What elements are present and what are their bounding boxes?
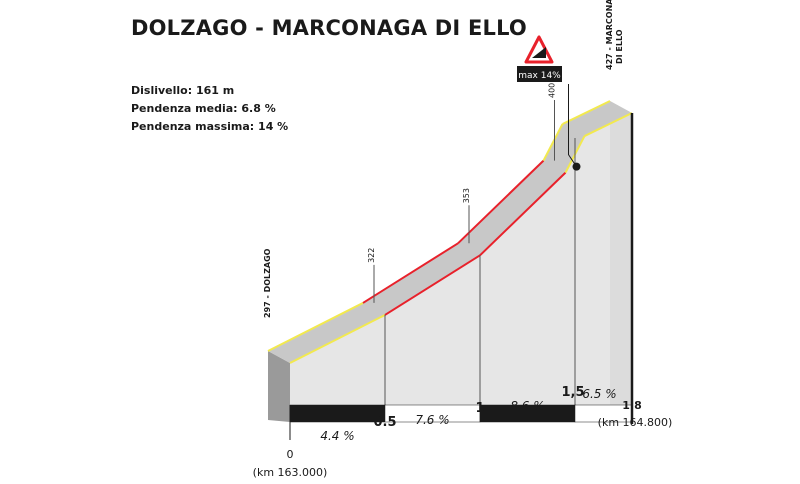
profile-front-edge-segment xyxy=(479,171,567,257)
altitude-label: 400 xyxy=(548,83,557,98)
profile-front-edge-segment xyxy=(384,254,481,316)
profile-back-edge-segment xyxy=(542,123,564,162)
max-gradient-badge xyxy=(517,66,562,82)
profile-back-face xyxy=(610,101,632,405)
profile-left-face xyxy=(268,351,290,422)
max-gradient-label: max 14% xyxy=(518,71,561,81)
sign-slope xyxy=(532,47,546,58)
base-segment-bar xyxy=(289,404,386,423)
altitude-label: 353 xyxy=(462,188,471,203)
profile-top-surface xyxy=(268,101,632,363)
distance-tick-label: 1,5 xyxy=(561,385,584,400)
segment-gradient-label: 6.5 % xyxy=(582,387,616,401)
stat-dislivello: Dislivello: 161 m xyxy=(131,84,235,97)
profile-back-edge-segment xyxy=(562,100,611,125)
max-gradient-leader-line xyxy=(568,84,577,167)
altitude-label: 322 xyxy=(367,248,376,263)
profile-front-edge-segment xyxy=(584,112,633,137)
distance-tick-label: 0.5 xyxy=(373,415,396,430)
altitude-label-line2: DI ELLO xyxy=(615,29,624,64)
segment-gradient-label: 7.6 % xyxy=(415,413,449,427)
altitude-label: 297 - DOLZAGO xyxy=(263,248,272,318)
stat-pendenza-media: Pendenza media: 6.8 % xyxy=(131,102,276,115)
steep-gradient-sign-icon xyxy=(524,35,554,64)
distance-tick-label: 1 xyxy=(475,401,484,416)
profile-side-face xyxy=(290,113,632,405)
segment-gradient-label: 8.6 % xyxy=(510,399,544,413)
stat-pendenza-massima: Pendenza massima: 14 % xyxy=(131,120,289,133)
segment-gradient-label: 4.4 % xyxy=(320,429,354,443)
profile-back-edge-segment xyxy=(457,159,545,245)
km-end-label: (km 164.800) xyxy=(598,416,673,429)
page-title: DOLZAGO - MARCONAGA DI ELLO xyxy=(131,16,527,40)
profile-back-edge-segment xyxy=(362,242,459,304)
distance-tick-label: 1.8 xyxy=(622,399,642,412)
altitude-label: 427 - MARCONAGA xyxy=(605,0,614,70)
profile-front-edge-segment xyxy=(289,314,386,364)
sign-triangle xyxy=(524,35,554,64)
km-start-label: (km 163.000) xyxy=(253,466,328,479)
distance-tick-label: 0 xyxy=(287,448,294,461)
profile-back-edge-segment xyxy=(267,302,364,352)
